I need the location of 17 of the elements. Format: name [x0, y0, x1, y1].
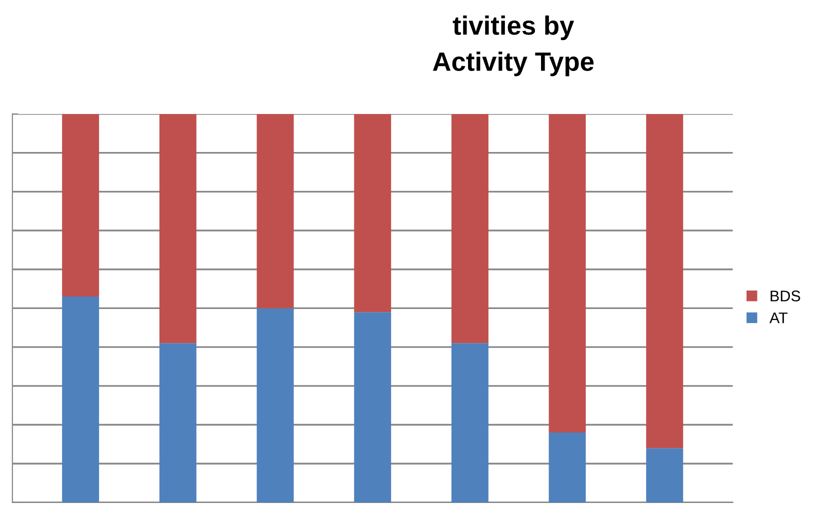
- bar: [548, 114, 586, 433]
- bar: [159, 343, 196, 502]
- bar: [256, 308, 294, 502]
- bar: [354, 312, 392, 502]
- bar: [548, 432, 586, 502]
- legend-label: BDS: [770, 290, 800, 302]
- bar: [646, 114, 684, 448]
- bar: [159, 114, 196, 344]
- chart-title: tivities by Activity Type: [432, 16, 594, 76]
- bar: [62, 114, 100, 297]
- legend-label: AT: [769, 312, 788, 324]
- bar: [62, 296, 100, 502]
- bar: [451, 343, 488, 502]
- bar: [354, 114, 392, 312]
- bar: [451, 114, 488, 344]
- bar: [256, 114, 294, 308]
- bar: [646, 448, 684, 502]
